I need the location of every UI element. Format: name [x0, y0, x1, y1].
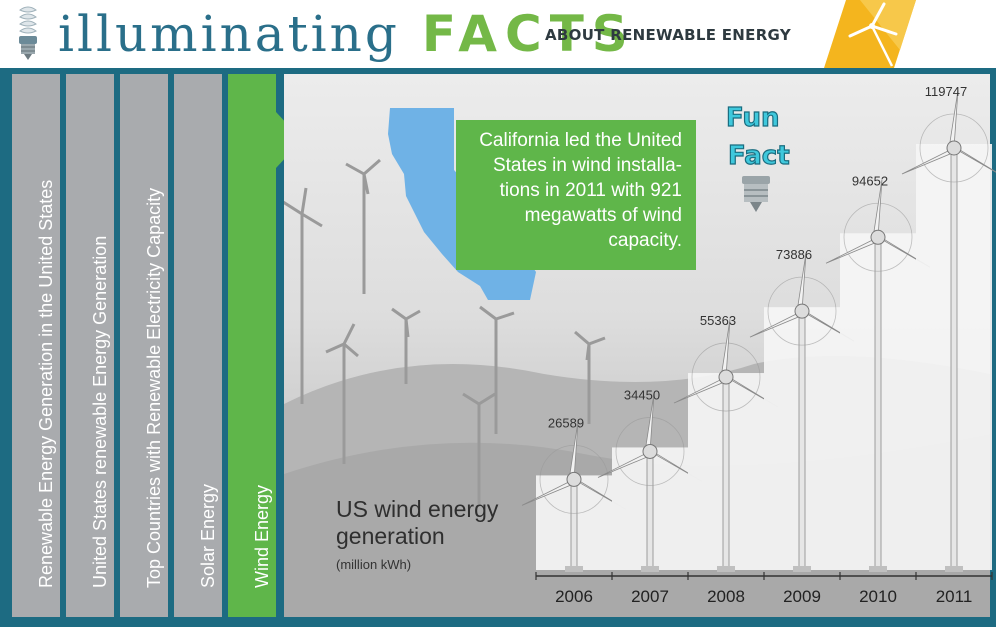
- fact-line: tions in 2011 with 921: [499, 180, 682, 201]
- tab-solar-energy[interactable]: Solar Energy: [174, 74, 222, 617]
- fact-line: States in wind installa-: [492, 155, 682, 176]
- tab-label: Top Countries with Renewable Electricity…: [144, 187, 164, 588]
- fact-line: megawatts of wind: [524, 205, 682, 226]
- tab-label: Solar Energy: [198, 483, 218, 588]
- tab-label: Renewable Energy Generation in the Unite…: [36, 179, 56, 588]
- fact-line: capacity.: [608, 230, 682, 251]
- brand-facts: FACTS: [421, 5, 636, 63]
- header: illuminating FACTS ABOUT RENEWABLE ENERG…: [0, 0, 996, 68]
- tab-renewable-energy-generation[interactable]: Renewable Energy Generation in the Unite…: [12, 74, 60, 617]
- chart-title-line1: US wind energy: [336, 496, 499, 522]
- tab-label: Wind Energy: [252, 484, 272, 588]
- tab-top-countries[interactable]: Top Countries with Renewable Electricity…: [120, 74, 168, 617]
- fun-fact-box: California led the United States in wind…: [456, 120, 696, 270]
- tab-us-renewable-energy-generation[interactable]: United States renewable Energy Generatio…: [66, 74, 114, 617]
- fun-fact-bulb-icon: Fun Fact: [725, 102, 790, 212]
- brand-word: illuminating: [58, 5, 400, 63]
- cfl-bulb-icon: [19, 6, 37, 60]
- sun-turbine-logo-icon: [824, 0, 916, 68]
- brand-title: illuminating FACTS: [58, 2, 636, 66]
- chart-unit: (million kWh): [336, 557, 412, 572]
- fun-fact-badge-line1: Fun: [726, 103, 780, 133]
- chart-title: US wind energy generation: [336, 496, 498, 550]
- brand-subtitle: ABOUT RENEWABLE ENERGY: [545, 26, 792, 44]
- tab-wind-energy[interactable]: Wind Energy: [228, 74, 276, 617]
- chart-title-line2: generation: [336, 523, 445, 549]
- fun-fact-badge-line2: Fact: [728, 141, 790, 171]
- fact-line: California led the United: [479, 130, 682, 151]
- tab-label: United States renewable Energy Generatio…: [90, 235, 110, 588]
